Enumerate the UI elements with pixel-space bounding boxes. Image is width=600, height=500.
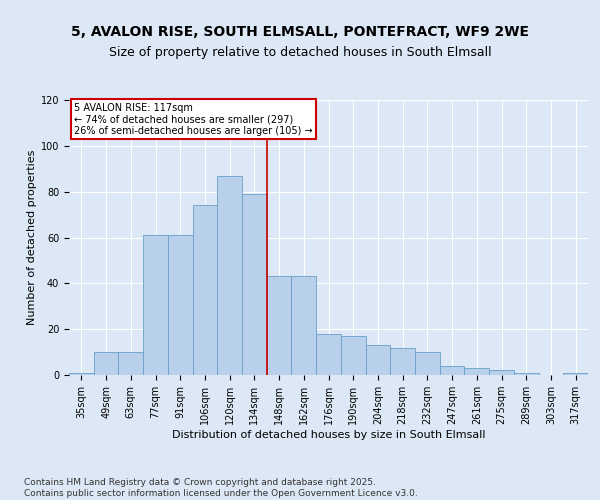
Text: Size of property relative to detached houses in South Elmsall: Size of property relative to detached ho… [109,46,491,59]
Bar [514,372,539,375]
Bar [292,276,316,375]
Bar [69,372,94,375]
Bar [193,206,217,375]
Bar [143,235,168,375]
Bar [390,348,415,375]
Bar [489,370,514,375]
Text: 5 AVALON RISE: 117sqm
← 74% of detached houses are smaller (297)
26% of semi-det: 5 AVALON RISE: 117sqm ← 74% of detached … [74,103,313,136]
X-axis label: Distribution of detached houses by size in South Elmsall: Distribution of detached houses by size … [172,430,485,440]
Bar [365,345,390,375]
Bar [464,368,489,375]
Bar [168,235,193,375]
Bar [341,336,365,375]
Bar [267,276,292,375]
Text: 5, AVALON RISE, SOUTH ELMSALL, PONTEFRACT, WF9 2WE: 5, AVALON RISE, SOUTH ELMSALL, PONTEFRAC… [71,26,529,40]
Bar [242,194,267,375]
Bar [563,372,588,375]
Bar [415,352,440,375]
Text: Contains HM Land Registry data © Crown copyright and database right 2025.
Contai: Contains HM Land Registry data © Crown c… [24,478,418,498]
Bar [440,366,464,375]
Bar [217,176,242,375]
Bar [118,352,143,375]
Bar [316,334,341,375]
Y-axis label: Number of detached properties: Number of detached properties [26,150,37,325]
Bar [94,352,118,375]
